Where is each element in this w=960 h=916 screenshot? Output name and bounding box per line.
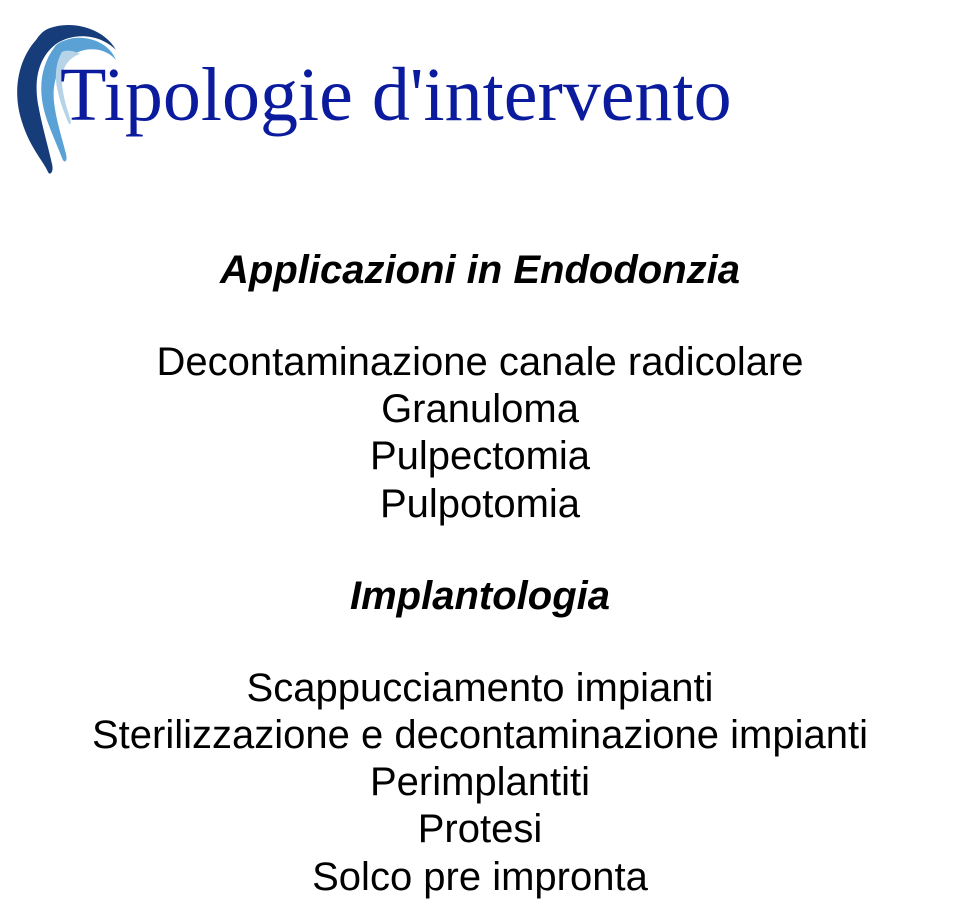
header: Tipologie d'intervento [0, 34, 960, 164]
list-item: Scappucciamento impianti [0, 665, 960, 712]
section-items-implantologia: Scappucciamento impianti Sterilizzazione… [0, 665, 960, 901]
list-item: Pulpotomia [0, 481, 960, 528]
slide-page: Tipologie d'intervento Applicazioni in E… [0, 0, 960, 916]
list-item: Granuloma [0, 386, 960, 433]
page-title: Tipologie d'intervento [60, 52, 732, 139]
section-heading-implantologia: Implantologia [0, 574, 960, 619]
list-item: Decontaminazione canale radicolare [0, 339, 960, 386]
list-item: Perimplantiti [0, 759, 960, 806]
section-heading-endodonzia: Applicazioni in Endodonzia [0, 248, 960, 293]
list-item: Solco pre impronta [0, 854, 960, 901]
content: Applicazioni in Endodonzia Decontaminazi… [0, 248, 960, 901]
list-item: Sterilizzazione e decontaminazione impia… [0, 712, 960, 759]
section-items-endodonzia: Decontaminazione canale radicolare Granu… [0, 339, 960, 528]
list-item: Protesi [0, 806, 960, 853]
list-item: Pulpectomia [0, 433, 960, 480]
